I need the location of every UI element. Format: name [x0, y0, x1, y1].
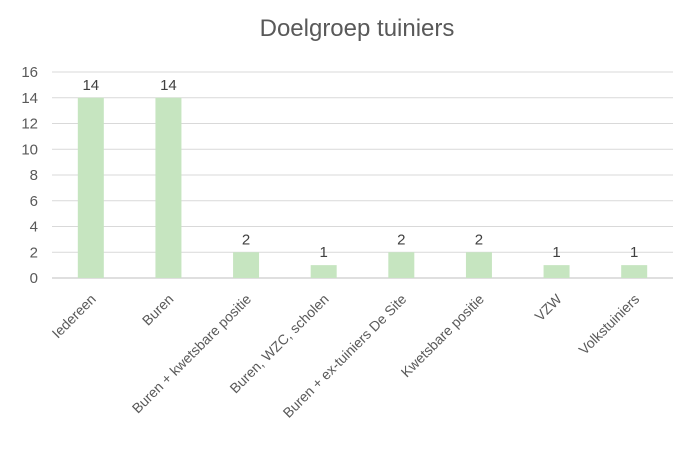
bar-5 — [465, 252, 492, 278]
bar-3 — [310, 265, 337, 278]
bar-1 — [155, 97, 182, 278]
x-tick-label: Kwetsbare positie — [398, 291, 488, 381]
y-tick-label: 0 — [30, 270, 38, 287]
data-label-5: 2 — [475, 231, 483, 248]
y-tick-label: 6 — [30, 193, 38, 210]
data-label-6: 1 — [552, 244, 560, 261]
data-label-1: 14 — [160, 77, 177, 94]
data-label-2: 2 — [242, 231, 250, 248]
bar-0 — [77, 97, 104, 278]
y-tick-label: 8 — [30, 167, 38, 184]
y-tick-label: 10 — [21, 141, 38, 158]
chart-title: Doelgroep tuiniers — [260, 15, 455, 42]
y-tick-label: 2 — [30, 244, 38, 261]
x-tick-label: Buren + ex-tuiniers De Site — [280, 291, 410, 421]
x-tick-label: Volkstuiniers — [575, 291, 642, 358]
bar-7 — [621, 265, 648, 278]
data-label-0: 14 — [82, 77, 99, 94]
y-tick-label: 14 — [21, 90, 38, 107]
y-axis-ticks: 0 2 4 6 8 10 12 14 16 — [21, 64, 38, 287]
bars — [77, 97, 648, 278]
bar-4 — [388, 252, 415, 278]
gridlines — [52, 71, 673, 279]
x-tick-label: Iedereen — [49, 291, 99, 341]
x-tick-label: VZW — [531, 290, 565, 324]
y-tick-label: 4 — [30, 219, 38, 236]
y-tick-label: 12 — [21, 116, 38, 133]
y-tick-label: 16 — [21, 64, 38, 81]
x-tick-label: Buren — [139, 291, 177, 329]
data-label-3: 1 — [320, 244, 328, 261]
data-label-7: 1 — [630, 244, 638, 261]
data-label-4: 2 — [397, 231, 405, 248]
data-labels: 14 14 2 1 2 2 1 1 — [82, 77, 638, 261]
bar-2 — [233, 252, 260, 278]
bar-6 — [543, 265, 570, 278]
